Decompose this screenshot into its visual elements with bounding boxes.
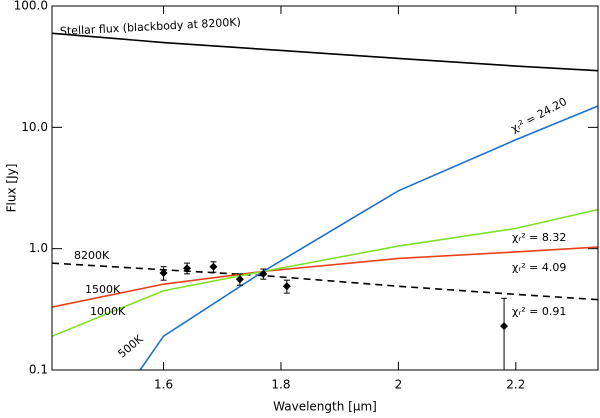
x-tick-label: 1.8: [271, 378, 290, 392]
data-point: [183, 264, 192, 273]
y-tick-label: 100.0: [14, 0, 48, 13]
plot-frame: [51, 5, 599, 371]
data-point: [259, 269, 268, 278]
y-axis-label: Flux [Jy]: [5, 164, 19, 213]
plot-area: [52, 32, 598, 370]
y-tick-label: 0.1: [29, 363, 48, 377]
fit-annotation: χᵣ² = 4.09: [512, 261, 566, 274]
series-label: 8200K: [74, 249, 110, 262]
fit-annotation: χᵣ² = 0.91: [512, 305, 566, 318]
series-label: 1500K: [85, 283, 121, 296]
x-tick-label: 1.6: [154, 378, 173, 392]
series-label: 500K: [116, 332, 147, 361]
x-tick-label: 2.2: [506, 378, 525, 392]
series-line: [52, 262, 598, 301]
data-point: [209, 262, 218, 271]
series-label: Stellar flux (blackbody at 8200K): [60, 16, 242, 38]
series-line: [52, 208, 598, 337]
y-tick-label: 10.0: [21, 120, 48, 134]
fit-annotation: χᵣ² = 24.20: [509, 95, 569, 135]
series-line: [52, 246, 598, 308]
series-label: 1000K: [90, 305, 126, 318]
data-point: [282, 282, 291, 291]
series-line: [52, 32, 598, 72]
y-tick-label: 1.0: [29, 241, 48, 255]
data-point: [159, 269, 168, 278]
data-point: [235, 275, 244, 284]
data-point: [500, 322, 509, 331]
x-axis-label: Wavelength [μm]: [273, 400, 377, 414]
fit-annotation: χᵣ² = 8.32: [512, 231, 566, 244]
series-line: [139, 105, 598, 370]
x-tick-label: 2: [395, 378, 403, 392]
